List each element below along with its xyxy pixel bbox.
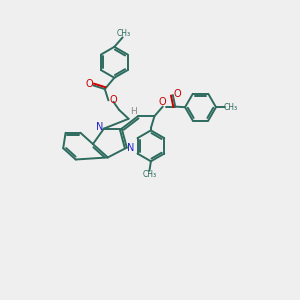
Text: H: H — [130, 107, 137, 116]
Text: O: O — [85, 79, 93, 89]
Text: O: O — [110, 95, 118, 105]
Text: CH₃: CH₃ — [116, 29, 130, 38]
Text: CH₃: CH₃ — [224, 103, 238, 112]
Text: O: O — [159, 98, 166, 107]
Text: O: O — [173, 88, 181, 98]
Text: CH₃: CH₃ — [142, 170, 157, 179]
Text: N: N — [127, 142, 135, 153]
Text: N: N — [96, 122, 104, 132]
